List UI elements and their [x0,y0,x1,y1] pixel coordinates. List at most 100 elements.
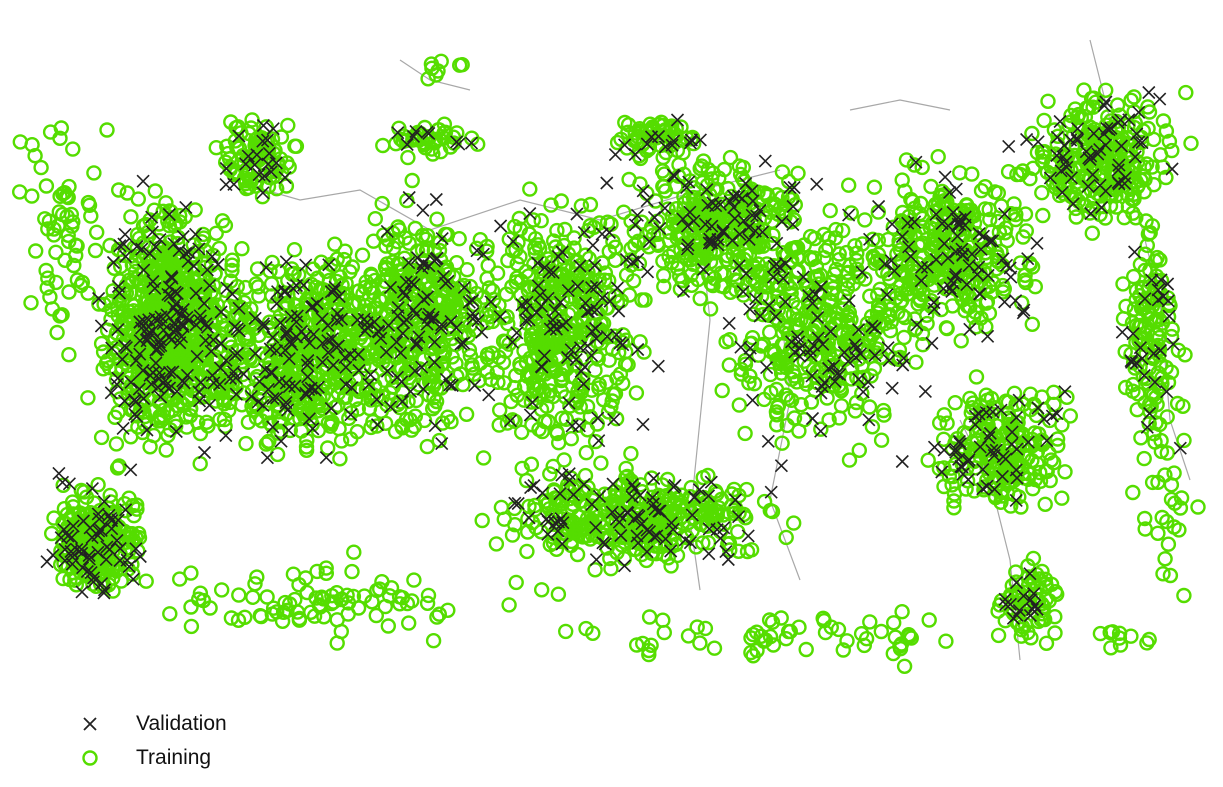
training-point [259,589,275,605]
training-point [968,369,985,385]
training-point [542,466,558,482]
training-point [632,176,648,192]
validation-point [288,379,302,393]
training-point [566,230,582,246]
training-point [636,344,652,360]
training-point [445,269,462,285]
training-point [780,390,796,407]
validation-point [152,366,167,380]
training-point [322,283,338,299]
training-point [239,166,256,182]
training-point [680,514,697,531]
training-point [38,262,54,279]
training-point [108,436,125,452]
training-point [208,225,224,242]
training-point [915,337,931,353]
training-point [198,414,215,430]
training-point [714,382,730,399]
training-point [897,309,913,326]
training-point [731,397,747,413]
training-point [735,194,751,210]
training-point [786,515,802,531]
validation-point [154,339,168,353]
training-point [271,263,287,280]
training-point [914,210,931,227]
training-point [528,394,545,410]
training-point [595,315,612,332]
training-point [666,244,682,260]
training-point [324,588,340,604]
training-point [1025,160,1041,177]
training-point [960,273,977,290]
validation-point [162,207,176,222]
training-point [1126,186,1142,203]
validation-point [199,317,213,331]
training-point [692,635,708,651]
training-point [1164,142,1180,159]
training-point [291,610,308,627]
training-point [689,619,705,635]
training-point [318,565,334,581]
training-point [419,595,436,611]
training-point [523,368,539,385]
training-point [429,211,445,227]
training-point [1148,311,1165,328]
training-point [1149,396,1165,413]
training-point [1047,609,1063,625]
training-point [169,358,186,374]
validation-point [110,377,124,391]
training-point [1024,259,1041,275]
validation-point [92,524,106,538]
training-point [1144,218,1161,234]
training-point [1153,443,1170,460]
training-point [420,587,437,604]
training-point [849,261,865,277]
validation-point [229,387,243,401]
training-point [436,116,453,132]
training-point [923,293,939,309]
training-point [938,633,954,649]
training-point [1136,450,1152,467]
training-point [574,380,591,396]
training-point [176,397,192,413]
training-point [190,336,207,352]
training-point [421,305,437,322]
training-point [316,609,332,625]
training-point [821,412,837,428]
training-point [823,619,839,635]
training-point [702,509,718,525]
training-point [1147,253,1164,269]
training-point [807,230,823,247]
validation-point [199,334,213,348]
training-point [743,542,760,558]
training-point [857,212,873,228]
validation-point [102,508,116,522]
training-point [90,477,106,493]
validation-point [214,305,228,319]
training-point [1150,525,1166,541]
training-point [445,300,461,316]
training-point [514,424,530,440]
training-point [769,407,785,423]
training-point [491,417,507,433]
training-point [44,525,60,542]
validation-point [82,552,96,566]
training-point [504,278,520,295]
training-point [896,658,913,674]
training-point [237,279,254,296]
validation-point [219,353,233,367]
training-point [451,230,467,247]
training-point [623,445,639,462]
training-point [1126,89,1142,105]
training-point [299,584,315,601]
validation-point [65,531,79,545]
training-point [354,247,371,263]
training-point [533,212,549,229]
training-point [123,209,139,225]
training-point [839,633,855,649]
training-point [549,222,565,239]
training-point [211,240,228,257]
training-point [60,227,76,244]
training-point [428,131,444,148]
training-point [252,391,268,408]
